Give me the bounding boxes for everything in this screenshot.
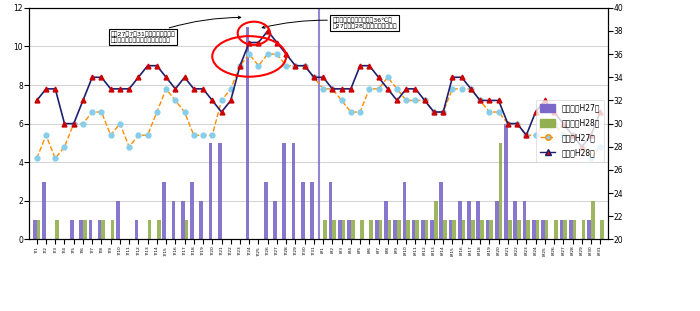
Bar <box>102 220 105 239</box>
Bar <box>458 201 462 239</box>
Bar <box>273 201 277 239</box>
Bar <box>209 143 212 239</box>
Bar <box>508 220 512 239</box>
Bar <box>536 220 539 239</box>
Bar <box>545 220 549 239</box>
Bar <box>329 182 332 239</box>
Bar <box>489 220 493 239</box>
Bar <box>498 143 503 239</box>
Legend: 死亡者（H27）, 死亡者（H28）, 気温（H27）, 気温（H28）: 死亡者（H27）, 死亡者（H28）, 気温（H27）, 気温（H28） <box>536 100 604 161</box>
Bar <box>181 201 185 239</box>
Bar <box>33 220 37 239</box>
Bar <box>591 201 595 239</box>
Bar <box>83 220 87 239</box>
Bar <box>504 123 508 239</box>
Bar <box>523 201 526 239</box>
Bar <box>88 220 92 239</box>
Bar <box>449 220 452 239</box>
Bar <box>116 201 120 239</box>
Bar <box>495 201 498 239</box>
Bar <box>134 220 139 239</box>
Bar <box>185 220 188 239</box>
Bar <box>42 182 46 239</box>
Bar <box>412 220 416 239</box>
Bar <box>573 220 576 239</box>
Bar <box>541 220 545 239</box>
Bar <box>37 220 41 239</box>
Bar <box>162 182 166 239</box>
Bar <box>582 220 585 239</box>
Bar <box>332 220 336 239</box>
Bar <box>406 220 410 239</box>
Bar <box>246 27 249 239</box>
Bar <box>513 201 517 239</box>
Bar <box>440 182 443 239</box>
Bar <box>554 220 558 239</box>
Bar <box>430 220 434 239</box>
Bar <box>379 220 382 239</box>
Bar <box>98 220 102 239</box>
Bar <box>283 143 286 239</box>
Bar <box>370 220 373 239</box>
Bar <box>393 220 397 239</box>
Text: ８月の最高気温の平均が36℃と
年27年よむ28年どちらも高かった: ８月の最高気温の平均が36℃と 年27年よむ28年どちらも高かった <box>262 17 397 29</box>
Bar <box>323 220 327 239</box>
Bar <box>480 220 484 239</box>
Bar <box>443 220 447 239</box>
Bar <box>564 220 567 239</box>
Bar <box>587 220 591 239</box>
Bar <box>157 220 160 239</box>
Bar <box>55 220 59 239</box>
Bar <box>199 201 203 239</box>
Bar <box>477 201 480 239</box>
Bar <box>526 220 530 239</box>
Bar <box>347 220 351 239</box>
Bar <box>172 201 175 239</box>
Bar <box>416 220 419 239</box>
Bar <box>467 201 471 239</box>
Bar <box>402 182 406 239</box>
Bar <box>471 220 475 239</box>
Bar <box>462 220 466 239</box>
Bar <box>600 220 604 239</box>
Bar <box>111 220 114 239</box>
Bar <box>569 220 573 239</box>
Bar <box>360 220 364 239</box>
Bar <box>425 220 428 239</box>
Bar <box>301 182 304 239</box>
Bar <box>342 220 345 239</box>
Bar <box>351 220 354 239</box>
Bar <box>374 220 379 239</box>
Bar <box>421 220 425 239</box>
Bar <box>218 143 221 239</box>
Bar <box>452 220 456 239</box>
Bar <box>79 220 83 239</box>
Bar <box>292 143 295 239</box>
Bar <box>70 220 74 239</box>
Bar <box>310 182 314 239</box>
Bar <box>190 182 194 239</box>
Bar <box>338 220 342 239</box>
Bar <box>397 220 400 239</box>
Bar <box>532 220 536 239</box>
Bar <box>517 220 521 239</box>
Bar <box>486 220 489 239</box>
Bar <box>148 220 151 239</box>
Bar <box>559 220 564 239</box>
Bar <box>264 182 267 239</box>
Text: 平成27年7月31日から８月上旬、
異常高温のもとで３４件（自殺了）: 平成27年7月31日から８月上旬、 異常高温のもとで３４件（自殺了） <box>111 16 241 43</box>
Bar <box>384 201 388 239</box>
Bar <box>434 201 438 239</box>
Bar <box>388 220 391 239</box>
